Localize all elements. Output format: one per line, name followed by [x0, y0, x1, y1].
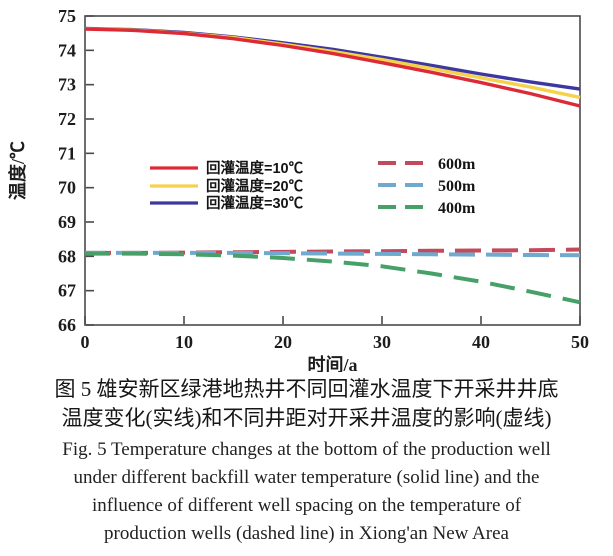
x-tick-label: 10	[175, 332, 193, 352]
plot-border	[84, 15, 581, 326]
x-tick-label: 0	[81, 332, 90, 352]
x-tick-label: 50	[571, 332, 589, 352]
legend-label-solid: 回灌温度=10℃	[206, 159, 304, 177]
y-tick-label: 66	[58, 315, 76, 335]
caption-zh-line2: 温度变化(实线)和不同井距对开采井温度的影响(虚线)	[61, 406, 552, 430]
caption-en-line2: under different backfill water temperatu…	[73, 467, 540, 488]
y-tick-label: 68	[58, 246, 76, 266]
caption-en-line4: production wells (dashed line) in Xiong'…	[104, 523, 509, 544]
legend-label-solid: 回灌温度=20℃	[206, 177, 304, 195]
caption-en-line1: Fig. 5 Temperature changes at the bottom…	[62, 439, 551, 460]
x-tick-label: 30	[373, 332, 391, 352]
y-tick-label: 72	[58, 109, 76, 129]
legend-label-dashed: 500m	[438, 178, 476, 195]
caption-zh-line1: 图 5 雄安新区绿港地热井不同回灌水温度下开采井井底	[54, 377, 559, 401]
x-tick-label: 20	[274, 332, 292, 352]
legend-label-dashed: 600m	[438, 156, 476, 173]
caption-en-line3: influence of different well spacing on t…	[91, 495, 522, 516]
temperature-chart: 66 67 68 69 70 71 72 73 74 75 0 10 20 30 40 50 时间/a 温度/℃ 回…	[7, 6, 589, 372]
legend-label-solid: 回灌温度=30℃	[206, 194, 304, 212]
y-tick-label: 67	[58, 281, 76, 301]
y-axis-title: 温度/℃	[7, 141, 28, 200]
y-tick-label: 71	[58, 143, 76, 163]
legend-label-dashed: 400m	[438, 200, 476, 217]
y-tick-label: 74	[58, 40, 76, 60]
series-line-2	[84, 26, 581, 91]
series-line-0	[84, 27, 581, 108]
x-tick-label: 40	[472, 332, 490, 352]
y-tick-label: 75	[58, 6, 76, 26]
y-tick-label: 70	[58, 178, 76, 198]
y-tick-label: 73	[58, 75, 76, 95]
y-tick-label: 69	[58, 212, 76, 232]
series-line-5	[85, 251, 581, 305]
x-axis-title: 时间/a	[307, 355, 357, 372]
